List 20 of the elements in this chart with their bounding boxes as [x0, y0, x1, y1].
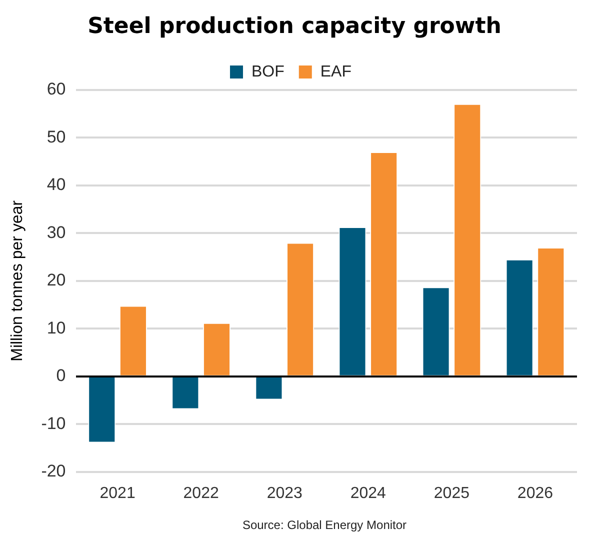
x-tick-label: 2023: [266, 484, 303, 502]
y-tick-label: 0: [56, 366, 66, 386]
y-tick-label: 50: [46, 127, 66, 146]
x-tick-label: 2022: [183, 484, 219, 502]
source-note: Source: Global Energy Monitor: [241, 518, 408, 532]
y-tick-label: 10: [46, 318, 66, 338]
y-tick-label: 60: [46, 80, 66, 99]
y-tick-label: -10: [41, 414, 66, 433]
y-tick-label: 20: [46, 270, 66, 290]
y-tick-label: 40: [46, 175, 66, 194]
legend-label: BOF: [251, 63, 285, 80]
x-tick-label: 2021: [100, 484, 136, 502]
y-tick-label: -20: [41, 461, 66, 480]
x-tick-label: 2024: [350, 484, 386, 502]
x-tick-label: 2026: [517, 484, 554, 502]
y-axis-title: Million tonnes per year: [9, 200, 26, 362]
x-tick-label: 2025: [434, 484, 470, 502]
legend-label: EAF: [320, 63, 352, 80]
y-tick-label: 30: [46, 222, 66, 242]
chart-title: Steel production capacity growth: [86, 14, 502, 39]
